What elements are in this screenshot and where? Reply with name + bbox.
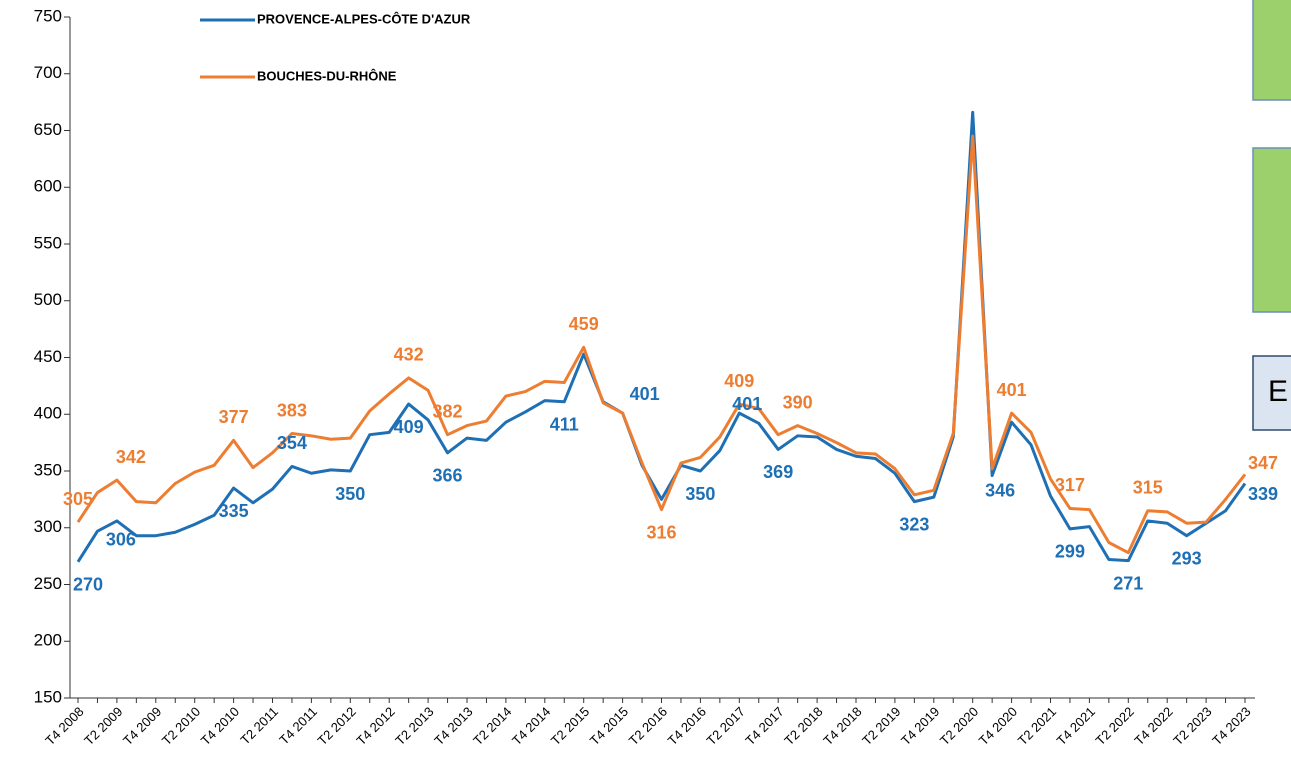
data-label: 271 — [1113, 573, 1143, 593]
data-label: 299 — [1055, 542, 1085, 562]
side-box — [1252, 147, 1291, 313]
y-tick-label: 600 — [34, 177, 62, 196]
x-tick-label: T4 2013 — [431, 704, 475, 748]
legend-label: PROVENCE-ALPES-CÔTE D'AZUR — [257, 11, 471, 26]
y-tick-label: 200 — [34, 631, 62, 650]
x-tick-label: T2 2023 — [1170, 704, 1214, 748]
data-label: 401 — [997, 380, 1027, 400]
y-tick-label: 750 — [34, 6, 62, 25]
data-label: 306 — [106, 530, 136, 550]
data-label: 305 — [63, 489, 93, 509]
data-label: 369 — [763, 462, 793, 482]
series-line — [76, 110, 1247, 563]
data-label: 347 — [1248, 453, 1278, 473]
x-tick-label: T4 2022 — [1131, 704, 1175, 748]
y-tick-label: 300 — [34, 517, 62, 536]
x-tick-label: T2 2022 — [1093, 704, 1137, 748]
data-label: 350 — [685, 484, 715, 504]
data-label: 390 — [783, 392, 813, 412]
x-tick-label: T2 2021 — [1015, 704, 1059, 748]
series-line — [76, 134, 1247, 555]
x-tick-label: T2 2020 — [937, 704, 981, 748]
x-tick-label: T4 2010 — [198, 704, 242, 748]
data-label: 317 — [1055, 475, 1085, 495]
x-tick-label: T4 2014 — [509, 704, 553, 748]
y-tick-label: 150 — [34, 687, 62, 706]
y-tick-label: 550 — [34, 233, 62, 252]
data-label: 346 — [985, 480, 1015, 500]
data-label: 401 — [732, 394, 762, 414]
y-tick-label: 500 — [34, 290, 62, 309]
data-label: 459 — [569, 314, 599, 334]
x-tick-label: T4 2011 — [276, 704, 320, 748]
x-tick-label: T2 2009 — [81, 704, 125, 748]
x-tick-label: T2 2014 — [470, 704, 514, 748]
x-tick-label: T2 2018 — [781, 704, 825, 748]
side-box — [1252, 0, 1291, 101]
x-tick-label: T4 2016 — [665, 704, 709, 748]
x-tick-label: T4 2017 — [742, 704, 786, 748]
x-tick-label: T4 2020 — [976, 704, 1020, 748]
data-label: 432 — [394, 345, 424, 365]
data-label: 411 — [550, 415, 579, 435]
data-label: 383 — [277, 400, 307, 420]
y-tick-label: 700 — [34, 63, 62, 82]
data-label: 315 — [1133, 477, 1163, 497]
data-label: 354 — [277, 433, 307, 453]
y-tick-label: 250 — [34, 574, 62, 593]
x-tick-label: T2 2015 — [548, 704, 592, 748]
y-tick-label: 350 — [34, 460, 62, 479]
data-label: 342 — [116, 447, 146, 467]
x-tick-label: T2 2011 — [237, 704, 281, 748]
data-label: 377 — [219, 407, 249, 427]
x-tick-label: T2 2012 — [315, 704, 359, 748]
data-label: 316 — [646, 522, 676, 542]
data-label: 293 — [1172, 548, 1202, 568]
x-tick-label: T4 2018 — [820, 704, 864, 748]
x-tick-label: T4 2021 — [1054, 704, 1098, 748]
x-tick-label: T4 2009 — [120, 704, 164, 748]
side-box-text: E — [1268, 375, 1288, 408]
data-label: 382 — [433, 401, 463, 421]
data-label: 270 — [73, 575, 103, 595]
x-tick-label: T4 2008 — [42, 704, 86, 748]
data-label: 323 — [899, 514, 929, 534]
data-label: 409 — [724, 371, 754, 391]
x-tick-label: T2 2016 — [626, 704, 670, 748]
x-tick-label: T2 2017 — [704, 704, 748, 748]
data-label: 366 — [433, 466, 463, 486]
y-tick-label: 450 — [34, 347, 62, 366]
data-label: 339 — [1248, 484, 1278, 504]
y-tick-label: 400 — [34, 404, 62, 423]
y-tick-label: 650 — [34, 120, 62, 139]
x-tick-label: T4 2015 — [587, 704, 631, 748]
x-tick-label: T4 2023 — [1209, 704, 1253, 748]
x-tick-label: T4 2012 — [353, 704, 397, 748]
side-box — [1252, 355, 1291, 431]
legend-label: BOUCHES-DU-RHÔNE — [257, 68, 397, 83]
x-tick-label: T2 2010 — [159, 704, 203, 748]
x-tick-label: T4 2019 — [898, 704, 942, 748]
data-label: 335 — [219, 501, 249, 521]
data-label: 350 — [335, 484, 365, 504]
data-label: 401 — [630, 384, 660, 404]
x-tick-label: T2 2019 — [859, 704, 903, 748]
x-tick-label: T2 2013 — [392, 704, 436, 748]
data-label: 409 — [394, 417, 424, 437]
